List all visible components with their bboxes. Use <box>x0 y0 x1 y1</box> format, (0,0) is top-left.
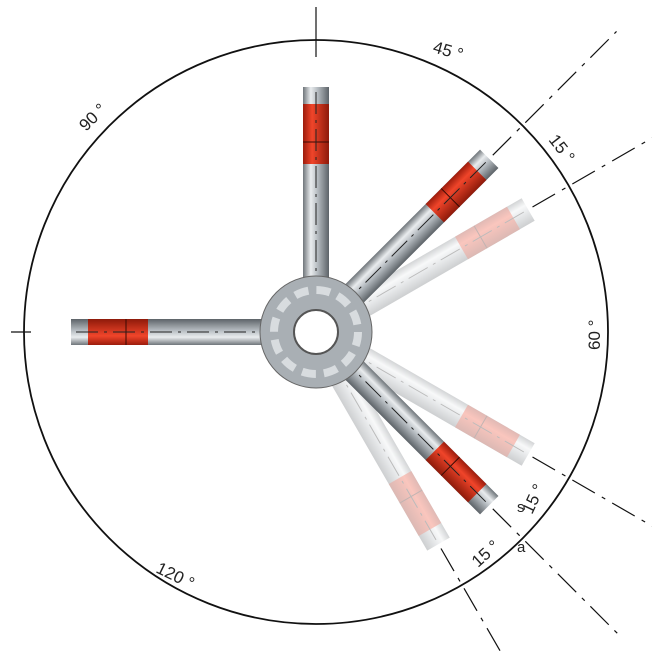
angle-label: 15 ° <box>545 131 579 167</box>
angle-label: 60 ° <box>585 320 604 350</box>
rosette <box>259 275 373 389</box>
reference-line <box>492 31 617 156</box>
angle-lines <box>11 7 652 652</box>
side-text: a <box>517 539 526 556</box>
reference-line <box>492 508 621 637</box>
reference-line <box>532 137 652 208</box>
ledger-tube <box>302 86 330 303</box>
reference-line <box>532 456 652 527</box>
ledger-tube <box>70 318 287 346</box>
angle-label: 45 ° <box>431 38 465 65</box>
side-text: s <box>517 499 525 516</box>
reference-line <box>440 548 502 652</box>
angle-label: 15 ° <box>468 536 503 570</box>
